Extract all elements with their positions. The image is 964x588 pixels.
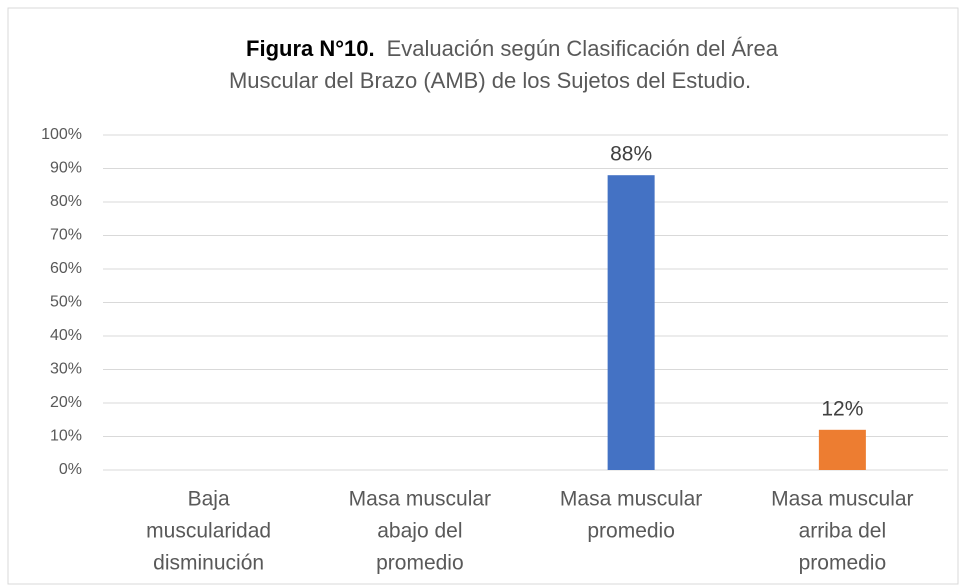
chart-subtitle: Evaluación según Clasificación del Área — [387, 36, 779, 61]
bar — [607, 175, 655, 470]
x-tick-label: promedio — [799, 552, 887, 575]
y-tick-label: 40% — [50, 327, 82, 344]
x-tick-label: Masa muscular — [560, 488, 702, 511]
y-tick-label: 50% — [50, 294, 82, 311]
x-tick-label: promedio — [376, 552, 464, 575]
y-tick-label: 20% — [50, 394, 82, 411]
chart-title: Figura N°10. — [246, 36, 375, 61]
data-label: 88% — [610, 143, 652, 166]
y-tick-label: 90% — [50, 160, 82, 177]
bar — [818, 429, 866, 470]
x-tick-label: muscularidad — [146, 520, 271, 543]
chart-subtitle: Muscular del Brazo (AMB) de los Sujetos … — [229, 68, 751, 93]
x-tick-label: Baja — [188, 488, 230, 511]
x-tick-label: arriba del — [799, 520, 887, 543]
y-tick-label: 80% — [50, 193, 82, 210]
data-label: 12% — [821, 397, 863, 420]
x-tick-label: Masa muscular — [349, 488, 491, 511]
y-tick-label: 0% — [59, 461, 82, 478]
y-tick-label: 70% — [50, 227, 82, 244]
x-tick-label: disminución — [153, 552, 264, 575]
x-tick-label: Masa muscular — [771, 488, 913, 511]
chart-frame — [7, 7, 959, 585]
y-tick-label: 100% — [41, 126, 82, 143]
y-tick-label: 30% — [50, 361, 82, 378]
chart-title-line: Figura N°10. Evaluación según Clasificaci… — [246, 36, 779, 61]
x-tick-label: promedio — [587, 520, 675, 543]
y-tick-label: 60% — [50, 260, 82, 277]
x-tick-label: abajo del — [377, 520, 462, 543]
y-tick-label: 10% — [50, 428, 82, 445]
